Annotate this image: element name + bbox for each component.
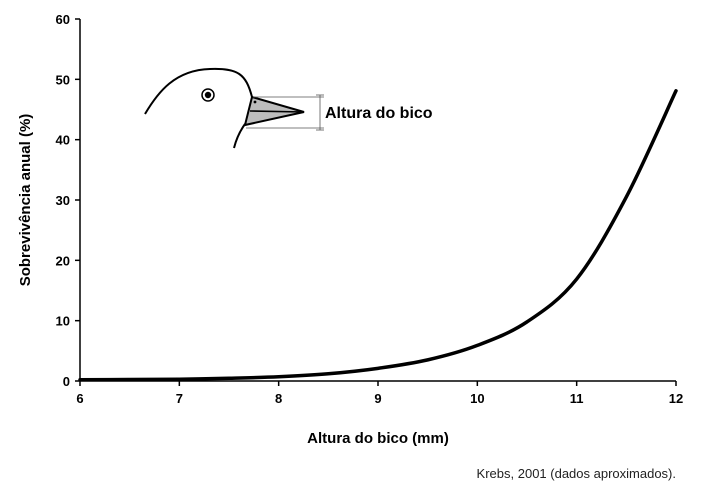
beak-height-annotation: Altura do bico xyxy=(325,105,433,122)
data-point xyxy=(426,359,429,361)
y-tick-label: 0 xyxy=(63,374,70,389)
nostril-dot xyxy=(253,100,257,104)
x-axis-title: Altura do bico (mm) xyxy=(307,430,449,447)
bird-head-outline xyxy=(144,67,253,115)
y-tick-label: 60 xyxy=(56,12,70,27)
data-point xyxy=(476,344,479,347)
bird-eye-pupil xyxy=(204,91,212,99)
bird-throat-outline xyxy=(233,123,246,149)
data-point xyxy=(128,378,131,381)
data-point xyxy=(79,378,81,381)
y-ticks: 0 10 20 30 40 50 60 xyxy=(56,12,80,389)
y-tick-label: 20 xyxy=(56,253,70,268)
y-tick-label: 40 xyxy=(56,133,70,148)
data-point xyxy=(327,372,330,375)
data-point xyxy=(675,89,677,92)
beak-split-line xyxy=(249,110,305,113)
bird-eye-outer xyxy=(201,88,215,102)
bird-head-illustration: Altura do bico xyxy=(144,67,433,149)
plot-frame xyxy=(79,19,676,382)
data-point xyxy=(178,378,181,380)
x-tick-label: 6 xyxy=(76,391,83,406)
y-tick-label: 50 xyxy=(56,72,70,87)
x-tick-label: 9 xyxy=(374,391,381,406)
y-axis-title: Sobrevivência anual (%) xyxy=(17,114,34,287)
data-point xyxy=(377,367,379,370)
data-point xyxy=(625,196,628,198)
data-point xyxy=(228,377,230,380)
source-note: Krebs, 2001 (dados aproximados). xyxy=(476,466,676,481)
data-point xyxy=(575,278,578,280)
series-line xyxy=(78,89,678,382)
x-tick-label: 10 xyxy=(470,391,484,406)
y-tick-label: 10 xyxy=(56,314,70,329)
series-points xyxy=(79,89,677,381)
data-point xyxy=(526,321,528,323)
x-tick-label: 7 xyxy=(176,391,183,406)
x-tick-label: 12 xyxy=(669,391,683,406)
data-point xyxy=(277,375,280,378)
x-tick-label: 8 xyxy=(275,391,282,406)
x-ticks: 6 7 8 9 10 11 12 xyxy=(76,381,683,406)
x-tick-label: 11 xyxy=(570,391,584,406)
y-tick-label: 30 xyxy=(56,193,70,208)
